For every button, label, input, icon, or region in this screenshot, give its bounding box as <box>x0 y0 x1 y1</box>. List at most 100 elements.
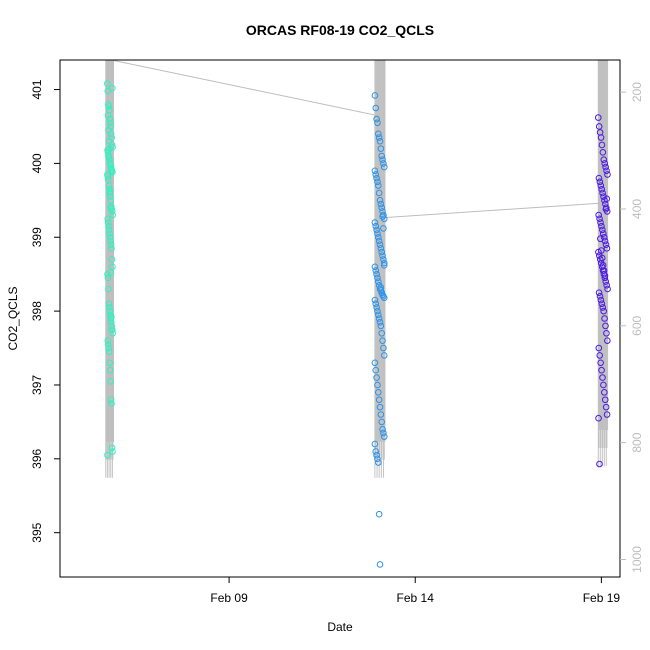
data-point <box>375 182 382 189</box>
y2-tick-label: 1000 <box>630 546 644 573</box>
data-point <box>600 156 608 164</box>
data-point <box>597 134 605 141</box>
data-point <box>375 311 382 319</box>
data-point <box>603 411 611 418</box>
data-point <box>378 248 386 256</box>
data-point <box>598 185 605 193</box>
data-point <box>596 352 604 359</box>
data-point <box>603 195 611 203</box>
data-point <box>604 337 611 344</box>
data-point <box>376 137 384 145</box>
data-point <box>599 304 607 311</box>
data-point <box>603 245 611 252</box>
data-point <box>600 270 608 278</box>
data-point <box>105 285 112 293</box>
data-point <box>595 174 603 182</box>
data-point <box>379 156 386 164</box>
data-point <box>601 160 609 167</box>
data-point <box>599 374 606 381</box>
data-point <box>109 448 116 455</box>
y2-tick-label: 800 <box>630 432 644 452</box>
data-point <box>107 241 115 248</box>
data-point <box>599 149 607 156</box>
data-point <box>109 143 116 151</box>
data-point <box>373 174 380 182</box>
data-point <box>380 433 388 440</box>
data-point <box>601 396 609 404</box>
data-point <box>106 304 113 311</box>
data-point <box>598 263 606 271</box>
y-tick-label: 395 <box>30 522 44 542</box>
data-point <box>109 84 116 92</box>
data-point <box>604 285 611 293</box>
data-point <box>375 134 383 141</box>
data-point <box>380 429 387 437</box>
data-point <box>375 233 382 241</box>
data-point <box>106 115 114 123</box>
data-point <box>373 374 380 381</box>
data-point <box>602 403 610 411</box>
data-point <box>598 141 606 149</box>
data-point <box>380 259 388 267</box>
data-point <box>375 237 383 245</box>
data-point <box>597 182 605 189</box>
data-point <box>108 444 116 452</box>
data-point <box>374 274 381 282</box>
data-point <box>600 193 607 200</box>
data-point <box>379 337 386 344</box>
data-point <box>598 254 606 262</box>
data-point <box>371 440 379 448</box>
data-point <box>376 403 384 411</box>
data-point <box>105 348 113 356</box>
data-point <box>373 115 380 123</box>
data-point <box>372 104 380 112</box>
data-point <box>374 307 381 315</box>
x-axis-label: Date <box>327 620 353 634</box>
data-point <box>595 211 602 219</box>
data-point <box>107 396 115 404</box>
data-point <box>380 262 388 269</box>
data-point <box>107 377 114 385</box>
data-point <box>378 289 386 296</box>
data-point <box>600 381 607 389</box>
data-point <box>104 219 112 226</box>
x-tick-label: Feb 19 <box>583 591 621 605</box>
data-point <box>379 252 386 260</box>
data-point <box>374 230 381 237</box>
data-point <box>376 318 384 326</box>
data-point <box>105 126 112 134</box>
data-point <box>372 300 380 308</box>
data-point <box>375 510 383 518</box>
data-point <box>104 173 112 180</box>
data-point <box>105 103 113 110</box>
data-point <box>109 211 116 219</box>
chart-title: ORCAS RF08-19 CO2_QCLS <box>246 22 434 38</box>
data-point <box>108 322 116 330</box>
data-point <box>603 167 610 175</box>
data-point <box>373 451 380 459</box>
y-tick-label: 396 <box>30 448 44 468</box>
data-point <box>371 359 379 367</box>
data-point <box>375 315 383 322</box>
pressure-layer <box>105 59 609 478</box>
data-point <box>375 278 382 285</box>
data-point <box>600 307 607 315</box>
data-point <box>108 245 115 252</box>
data-point <box>597 235 604 243</box>
data-point <box>372 222 380 230</box>
data-point <box>373 304 380 311</box>
data-point <box>375 396 383 404</box>
pressure-trace-line <box>111 59 602 219</box>
y-tick-label: 401 <box>30 79 44 99</box>
data-point <box>598 222 605 230</box>
data-point <box>378 152 386 160</box>
data-point <box>104 341 112 348</box>
data-point <box>602 205 610 213</box>
data-point <box>602 241 610 248</box>
data-point <box>378 204 386 212</box>
y-tick-label: 399 <box>30 227 44 247</box>
data-point <box>106 145 113 152</box>
data-point <box>372 267 380 274</box>
data-point <box>376 241 384 248</box>
data-point <box>596 256 604 263</box>
